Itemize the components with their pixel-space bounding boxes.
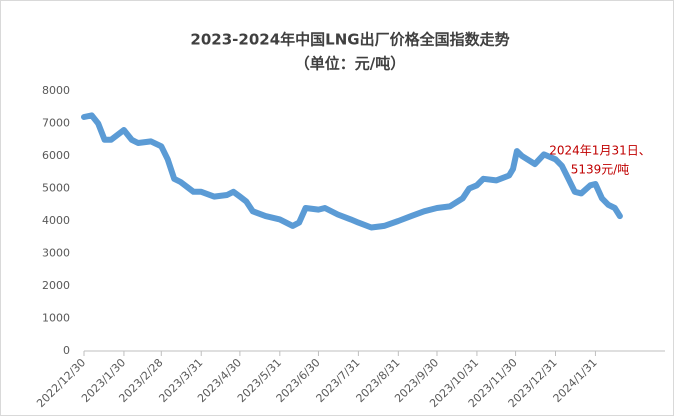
chart-title: 2023-2024年中国LNG出厂价格全国指数走势 — [190, 31, 509, 49]
y-tick-label: 0 — [63, 344, 70, 357]
y-tick-label: 8000 — [42, 84, 70, 97]
y-tick-label: 2000 — [42, 279, 70, 292]
chart-subtitle: （单位：元/吨） — [295, 55, 405, 73]
y-tick-label: 6000 — [42, 149, 70, 162]
annotation: 5139元/吨 — [571, 163, 630, 177]
y-tick-label: 7000 — [42, 117, 70, 130]
y-tick-label: 3000 — [42, 247, 70, 260]
y-tick-label: 5000 — [42, 182, 70, 195]
annotation: 2024年1月31日、 — [549, 144, 650, 158]
y-tick-label: 1000 — [42, 312, 70, 325]
y-tick-label: 4000 — [42, 214, 70, 227]
price-line — [81, 112, 623, 231]
